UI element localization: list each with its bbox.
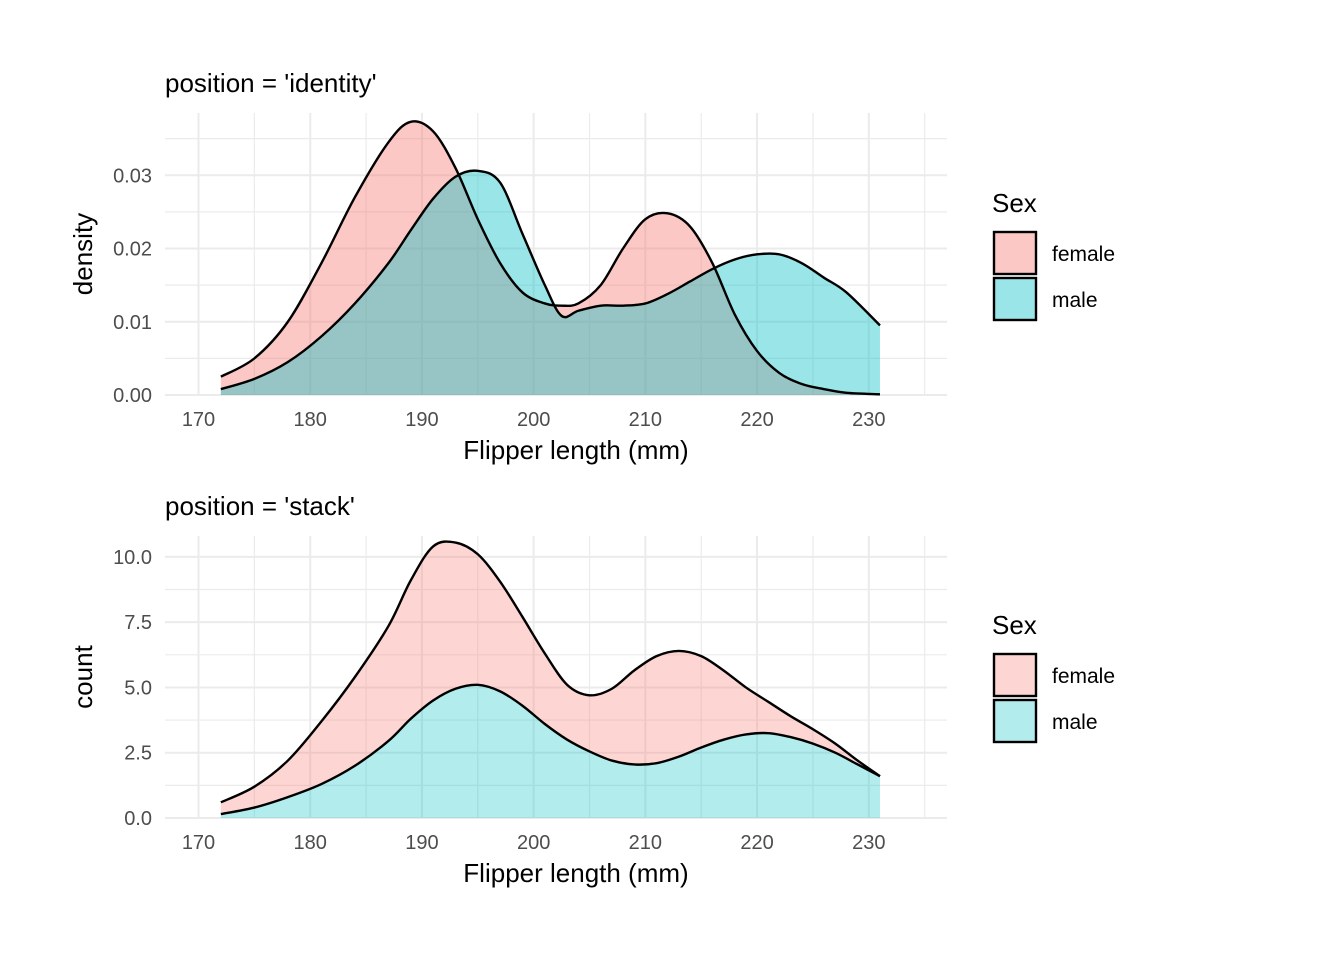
- x-tick-label: 230: [852, 832, 885, 854]
- x-tick-label: 190: [405, 409, 438, 431]
- legend-key-female: [992, 652, 1038, 698]
- x-tick-label: 180: [294, 409, 327, 431]
- y-tick-label: 0.00: [113, 385, 152, 407]
- x-tick-label: 210: [629, 832, 662, 854]
- x-tick-label: 200: [517, 832, 550, 854]
- identity-density-panel: 170 180 190 200 210 220 230 0.00 0.01 0.02 0.03 pos…: [68, 68, 1115, 465]
- legend: Sex female male: [992, 188, 1115, 322]
- line-female: [220, 120, 881, 396]
- x-tick-label: 220: [740, 409, 773, 431]
- y-tick-label: 0.02: [113, 239, 152, 261]
- series-layer: [220, 120, 881, 396]
- y-tick-label: 0.03: [113, 165, 152, 187]
- legend-label-female: female: [1052, 243, 1115, 266]
- legend-label-female: female: [1052, 665, 1115, 688]
- line-female: [220, 540, 881, 804]
- area-male: [220, 684, 880, 818]
- legend-key-female: [992, 230, 1038, 276]
- x-tick-label: 180: [294, 832, 327, 854]
- y-axis-title: density: [68, 213, 98, 295]
- legend-title: Sex: [992, 610, 1037, 640]
- y-tick-label: 0.0: [124, 808, 152, 830]
- x-tick-label: 190: [405, 832, 438, 854]
- x-tick-label: 170: [182, 832, 215, 854]
- x-tick-label: 230: [852, 409, 885, 431]
- x-tick-label: 220: [740, 832, 773, 854]
- x-tick-label: 200: [517, 409, 550, 431]
- legend-title: Sex: [992, 188, 1037, 218]
- y-tick-label: 10.0: [113, 547, 152, 569]
- line-male: [220, 683, 881, 816]
- panel-title: position = 'stack': [165, 491, 355, 521]
- panel-title: position = 'identity': [165, 68, 377, 98]
- x-axis-title: Flipper length (mm): [463, 858, 688, 888]
- line-male: [220, 169, 881, 391]
- y-tick-label: 2.5: [124, 743, 152, 765]
- legend-key-male: [992, 276, 1038, 322]
- x-tick-label: 170: [182, 409, 215, 431]
- series-layer: [220, 540, 881, 818]
- y-tick-label: 0.01: [113, 312, 152, 334]
- tick-labels: 170 180 190 200 210 220 230 0.0 2.5 5.0 7.5 10.0: [113, 547, 885, 854]
- y-axis-title: count: [68, 644, 98, 708]
- legend-label-male: male: [1052, 711, 1098, 734]
- legend-label-male: male: [1052, 289, 1098, 312]
- x-axis-title: Flipper length (mm): [463, 435, 688, 465]
- area-male: [220, 170, 880, 395]
- tick-labels: 170 180 190 200 210 220 230 0.00 0.01 0.02 0.03: [113, 165, 885, 431]
- area-female: [220, 121, 880, 396]
- x-tick-label: 210: [629, 409, 662, 431]
- area-female: [220, 541, 880, 815]
- legend-key-male: [992, 698, 1038, 744]
- legend: Sex female male: [992, 610, 1115, 744]
- y-tick-label: 7.5: [124, 612, 152, 634]
- y-tick-label: 5.0: [124, 677, 152, 699]
- stacked-count-panel: 170 180 190 200 210 220 230 0.0 2.5 5.0 7.5 10.0 pos…: [68, 491, 1115, 888]
- grid: [165, 536, 947, 819]
